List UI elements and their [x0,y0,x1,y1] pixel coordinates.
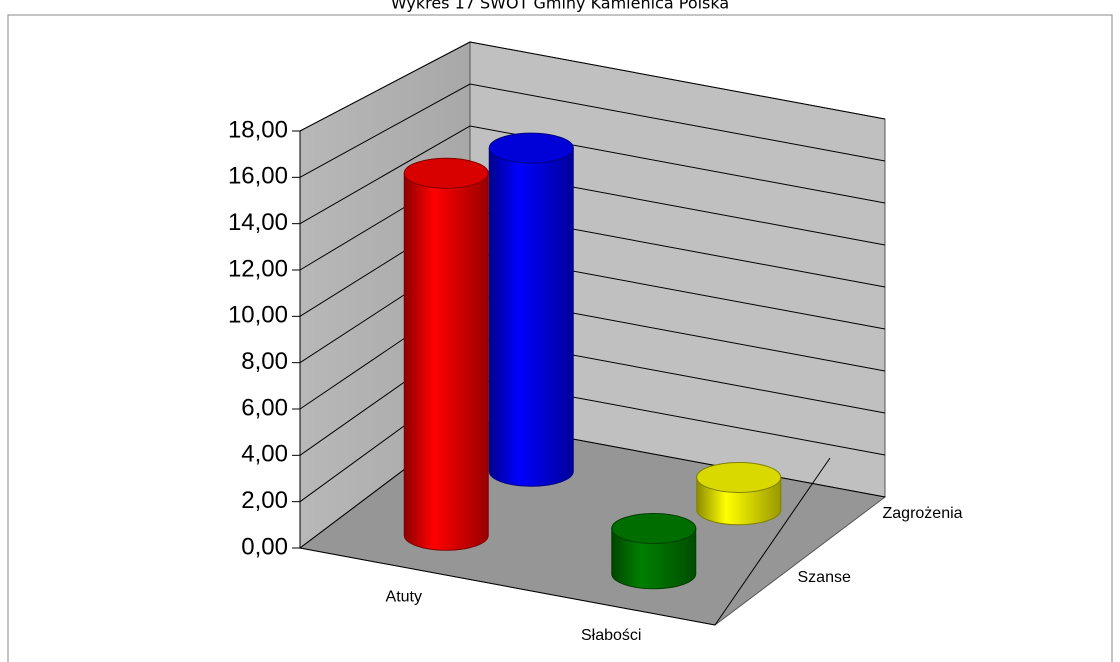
x-tick-label: Słabości [581,627,641,644]
cylinder-top [696,461,782,493]
x-tick-label: Atuty [386,588,422,605]
cylinder-top [611,513,697,544]
cylinder [611,528,697,590]
cylinder-top [488,132,574,164]
y-tick-label: 8,00 [241,348,288,375]
y-tick-label: 12,00 [228,255,288,282]
y-tick-label: 2,00 [241,487,288,514]
y-tick-label: 6,00 [241,394,288,421]
grid-line [299,41,886,132]
y-tick-label: 14,00 [228,209,288,236]
y-tick-label: 18,00 [228,116,288,143]
grid-line [299,125,886,225]
grid-line [299,83,886,178]
y-tick-label: 4,00 [241,441,288,468]
y-tick-label: 0,00 [241,533,288,560]
plot: 0,00 2,00 4,00 6,00 8,00 10,00 12,00 14,00 16,00… [228,41,963,644]
legend-label: Szanse [798,569,851,586]
z-axis [714,457,831,626]
chart-title: Wykres 17 SWOT Gminy Kamienica Polska [391,0,729,13]
y-tick-label: 16,00 [228,163,288,190]
cylinder [488,147,574,487]
cylinder-top [403,157,489,189]
y-tick-label: 10,00 [228,302,288,329]
cylinder [403,172,489,551]
x-axis [299,547,716,626]
legend-label: Zagrożenia [883,505,963,522]
